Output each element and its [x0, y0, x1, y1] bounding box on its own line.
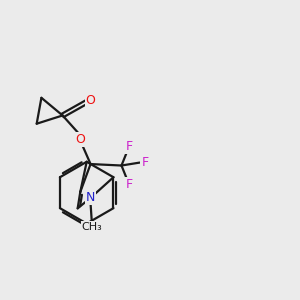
Text: O: O: [85, 94, 95, 107]
Text: CH₃: CH₃: [82, 222, 102, 233]
Text: O: O: [75, 133, 85, 146]
Text: F: F: [125, 178, 132, 191]
Text: F: F: [125, 140, 132, 153]
Text: N: N: [86, 191, 95, 204]
Text: F: F: [142, 156, 148, 169]
